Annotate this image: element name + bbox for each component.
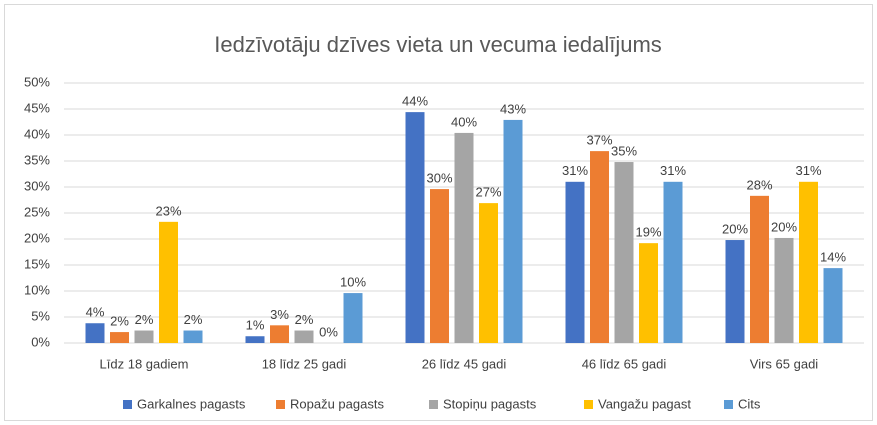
- data-label: 10%: [340, 275, 366, 290]
- bar: [430, 189, 449, 343]
- data-label: 37%: [586, 133, 612, 148]
- data-label: 44%: [402, 94, 428, 109]
- y-tick-label: 5%: [31, 308, 50, 323]
- legend-label: Garkalnes pagasts: [137, 396, 246, 411]
- y-tick-label: 25%: [24, 204, 50, 219]
- x-tick-label: Līdz 18 gadiem: [100, 356, 189, 371]
- bar: [565, 181, 585, 343]
- legend-swatch: [123, 400, 132, 409]
- bar: [343, 293, 363, 343]
- data-label: 40%: [451, 114, 477, 129]
- legend-swatch: [724, 400, 733, 409]
- data-label: 31%: [562, 163, 588, 178]
- data-label: 43%: [500, 101, 526, 116]
- y-tick-label: 10%: [24, 282, 50, 297]
- y-tick-label: 0%: [31, 334, 50, 349]
- y-tick-label: 20%: [24, 230, 50, 245]
- data-label: 14%: [820, 250, 846, 265]
- data-label: 4%: [86, 305, 105, 320]
- bar: [774, 237, 794, 343]
- bar: [183, 330, 203, 343]
- x-tick-label: 46 līdz 65 gadi: [582, 356, 667, 371]
- bar: [85, 323, 105, 343]
- y-tick-label: 35%: [24, 152, 50, 167]
- y-tick-label: 15%: [24, 256, 50, 271]
- bar: [614, 162, 634, 343]
- data-label: 3%: [270, 307, 289, 322]
- bar: [110, 332, 129, 343]
- bar: [245, 336, 265, 343]
- legend-label: Ropažu pagasts: [290, 396, 384, 411]
- x-tick-label: Virs 65 gadi: [750, 356, 819, 371]
- data-label: 2%: [135, 312, 154, 327]
- legend-swatch: [276, 400, 285, 409]
- bar: [134, 330, 154, 343]
- legend-label: Cits: [738, 396, 761, 411]
- data-label: 1%: [246, 318, 265, 333]
- bar: [823, 268, 843, 343]
- data-label: 31%: [795, 163, 821, 178]
- x-tick-label: 18 līdz 25 gadi: [262, 356, 347, 371]
- legend-swatch: [584, 400, 593, 409]
- data-label: 35%: [611, 143, 637, 158]
- data-label: 2%: [295, 312, 314, 327]
- data-label: 27%: [475, 185, 501, 200]
- data-label: 20%: [722, 221, 748, 236]
- data-label: 2%: [184, 312, 203, 327]
- bar: [479, 203, 498, 343]
- bar: [454, 132, 474, 343]
- bar: [503, 119, 523, 343]
- bar: [663, 181, 683, 343]
- bar: [725, 240, 745, 343]
- data-label: 2%: [110, 314, 129, 329]
- data-label: 0%: [319, 324, 338, 339]
- y-tick-label: 30%: [24, 178, 50, 193]
- data-label: 28%: [746, 177, 772, 192]
- data-label: 19%: [635, 225, 661, 240]
- y-tick-label: 50%: [24, 74, 50, 89]
- bar: [750, 195, 769, 343]
- data-label: 20%: [771, 219, 797, 234]
- bar: [590, 151, 609, 343]
- y-tick-label: 40%: [24, 126, 50, 141]
- legend-swatch: [429, 400, 438, 409]
- bar: [159, 221, 178, 343]
- data-label: 30%: [426, 171, 452, 186]
- legend-label: Stopiņu pagasts: [443, 396, 537, 411]
- data-label: 31%: [660, 163, 686, 178]
- bar: [405, 112, 425, 344]
- bar: [639, 243, 658, 343]
- legend-label: Vangažu pagast: [598, 396, 691, 411]
- y-tick-label: 45%: [24, 100, 50, 115]
- chart-title: Iedzīvotāju dzīves vieta un vecuma iedal…: [214, 32, 662, 57]
- x-tick-label: 26 līdz 45 gadi: [422, 356, 507, 371]
- data-label: 23%: [155, 203, 181, 218]
- bar: [799, 181, 818, 343]
- bar: [270, 325, 289, 343]
- bar: [294, 330, 314, 343]
